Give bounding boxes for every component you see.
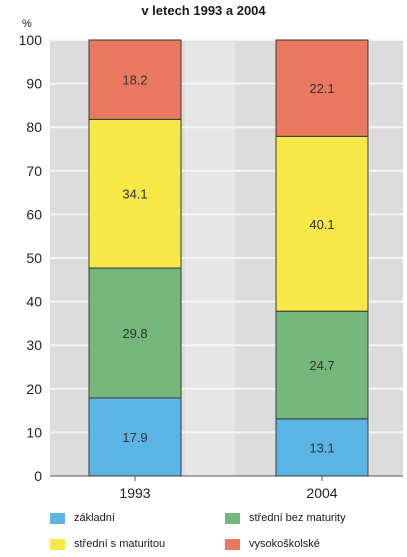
legend-label-vysokoskolske: vysokoškolské (249, 538, 320, 550)
bar-segment-2004-3 (275, 39, 369, 137)
legend-item-stredni-s-maturitou: střední s maturitou (50, 538, 165, 550)
y-tick-label-50: 50 (26, 250, 42, 266)
data-label-1993-1: 29.8 (122, 326, 147, 341)
y-tick-label-10: 10 (26, 424, 42, 440)
data-label-2004-2: 40.1 (309, 217, 334, 232)
x-tick-label-1993: 1993 (119, 485, 150, 501)
bar-segment-1993-2 (88, 118, 182, 269)
y-tick-label-90: 90 (26, 76, 42, 92)
legend-item-stredni-bez-maturity: střední bez maturity (225, 512, 346, 524)
legend-label-zakladni: základní (74, 512, 115, 524)
legend-swatch-vysokoskolske (225, 538, 240, 550)
y-tick-label-30: 30 (26, 337, 42, 353)
y-tick-label-70: 70 (26, 163, 42, 179)
y-tick-label-20: 20 (26, 381, 42, 397)
y-tick-label-40: 40 (26, 294, 42, 310)
legend-swatch-stredni-s-maturitou (50, 538, 65, 550)
legend-swatch-stredni-bez-maturity (225, 512, 240, 524)
bar-segment-2004-1 (275, 310, 369, 420)
y-axis-unit: % (22, 18, 32, 30)
chart-title: v letech 1993 a 2004 (141, 3, 266, 18)
legend-label-stredni-s-maturitou: střední s maturitou (74, 538, 166, 550)
data-label-2004-3: 22.1 (309, 81, 334, 96)
y-tick-label-80: 80 (26, 119, 42, 135)
bar-segment-2004-2 (275, 135, 369, 312)
data-label-1993-0: 17.9 (122, 430, 147, 445)
legend-label-stredni-bez-maturity: střední bez maturity (249, 512, 346, 524)
data-label-1993-2: 34.1 (122, 187, 147, 202)
legend-item-vysokoskolske: vysokoškolské (225, 538, 320, 550)
y-tick-label-100: 100 (19, 32, 43, 48)
y-tick-label-0: 0 (34, 468, 42, 484)
x-tick-label-2004: 2004 (306, 485, 337, 501)
y-tick-label-60: 60 (26, 206, 42, 222)
data-label-2004-0: 13.1 (309, 440, 334, 455)
legend-item-zakladni: základní (50, 512, 115, 524)
data-label-2004-1: 24.7 (309, 358, 334, 373)
data-label-1993-3: 18.2 (122, 73, 147, 88)
bar-segment-1993-3 (88, 39, 182, 120)
legend-swatch-zakladni (50, 512, 65, 524)
